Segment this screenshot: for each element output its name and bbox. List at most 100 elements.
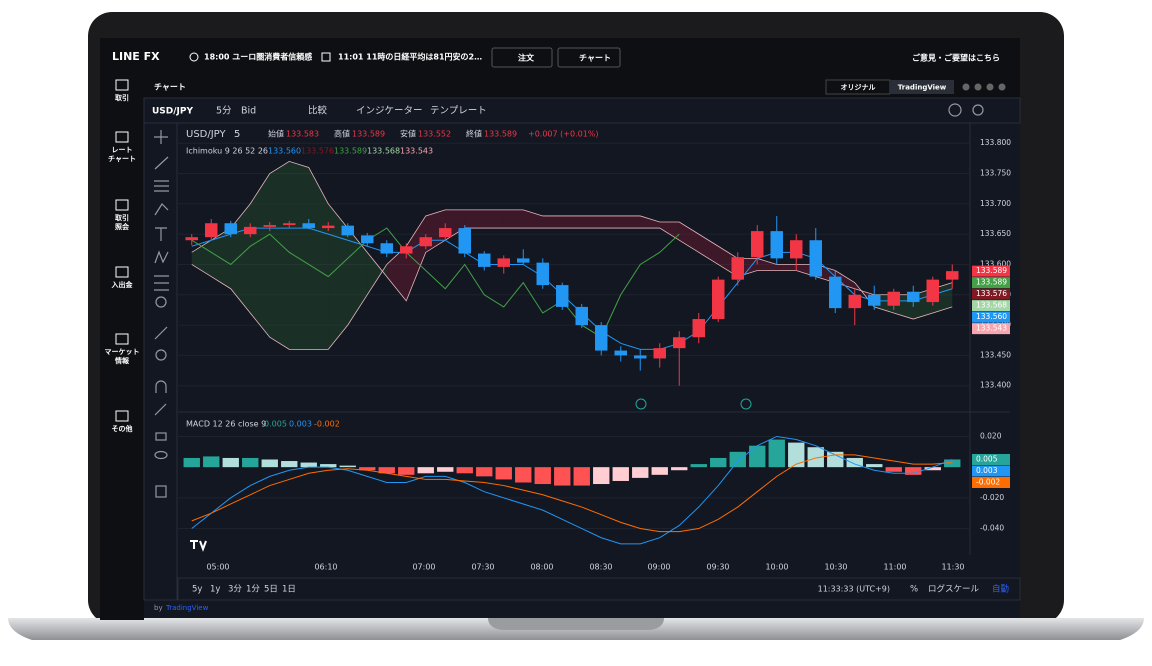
- news[interactable]: 18:00 ユーロ圏消費者信頼感: [204, 52, 312, 62]
- settings-icon[interactable]: [972, 104, 984, 116]
- cloud-segment: [308, 167, 329, 350]
- candle-body: [907, 291, 920, 303]
- symbol: USD/JPY: [186, 129, 226, 140]
- x-tick-label: 11:00: [883, 563, 906, 572]
- sidebar-icon[interactable]: [115, 131, 129, 143]
- range-buttons: 5y 1y 3分 1分 5日 1日: [192, 585, 296, 595]
- magnet-tool[interactable]: [155, 380, 167, 393]
- price-tag: [972, 476, 1010, 488]
- price-tag: [972, 311, 1010, 323]
- candle-body: [497, 258, 510, 267]
- icon-tool[interactable]: [155, 296, 167, 308]
- cloud-segment: [581, 215, 602, 229]
- news[interactable]: 11:01 11時の日経平均は81円安の2…: [338, 52, 482, 62]
- range-button[interactable]: 1日: [282, 585, 296, 595]
- y-tick-label: 133.450: [980, 350, 1011, 359]
- ichimoku-value: 133.560: [268, 147, 301, 156]
- percent-toggle[interactable]: %: [910, 585, 918, 595]
- sidebar-icon[interactable]: [115, 266, 129, 278]
- histogram-bar: [573, 467, 590, 486]
- range-button[interactable]: 1y: [210, 585, 220, 595]
- candle-body: [848, 294, 861, 309]
- cloud-segment: [640, 215, 660, 229]
- ruler-tool[interactable]: [154, 326, 168, 340]
- chart-button[interactable]: [557, 47, 621, 68]
- panel-header: [144, 76, 1020, 98]
- sidebar-label: レート: [112, 146, 133, 154]
- range-button[interactable]: 5y: [192, 585, 202, 595]
- sidebar-icon[interactable]: [115, 410, 129, 422]
- macd-line: [191, 454, 953, 533]
- log-toggle[interactable]: ログスケール: [928, 584, 980, 595]
- sidebar-icon[interactable]: [115, 333, 129, 345]
- range-button[interactable]: 5日: [264, 585, 278, 595]
- ohlc-value: 133.589: [352, 130, 385, 139]
- prediction-tool[interactable]: [154, 275, 169, 291]
- candle-body: [419, 237, 432, 247]
- toolbar-item[interactable]: 比較: [308, 105, 328, 117]
- cloud-segment: [503, 209, 524, 229]
- ohlc-value: 133.589: [484, 130, 517, 139]
- cloud-segment: [328, 203, 348, 350]
- x-tick-label: 06:10: [314, 563, 337, 572]
- y-tick-label: 133.650: [980, 229, 1011, 238]
- sidebar-label: 照会: [115, 222, 130, 231]
- cloud-segment: [698, 234, 719, 265]
- visibility-tool[interactable]: [154, 450, 168, 460]
- sidebar-label: チャート: [108, 155, 136, 163]
- crosshair-tool[interactable]: [154, 130, 168, 144]
- auto-toggle[interactable]: 自動: [992, 584, 1009, 595]
- price-tag-label: 133.543: [976, 324, 1007, 333]
- toolbar-item[interactable]: インジケーター: [356, 106, 423, 117]
- footer-brand[interactable]: TradingView: [165, 604, 209, 612]
- brush-tool[interactable]: [154, 203, 169, 216]
- histogram-bar: [515, 467, 532, 483]
- range-button[interactable]: 3分: [228, 585, 242, 595]
- tab-active[interactable]: [890, 80, 954, 94]
- candle-body: [790, 240, 803, 259]
- cloud-icon[interactable]: [948, 103, 962, 117]
- toolbar-item[interactable]: Bid: [241, 106, 256, 117]
- toolbar-item[interactable]: テンプレート: [430, 106, 487, 117]
- candle-body: [341, 225, 354, 236]
- ohlc-name: 終値: [466, 129, 482, 139]
- candle-body: [751, 231, 764, 258]
- histogram-bar: [495, 467, 512, 480]
- candle-body: [868, 294, 881, 306]
- histogram-bar: [905, 467, 922, 475]
- sidebar-icon[interactable]: [115, 199, 129, 211]
- cloud-segment: [347, 228, 368, 326]
- lock-drawings[interactable]: [154, 403, 167, 416]
- toolbar-item[interactable]: USD/JPY: [152, 107, 193, 117]
- fib-tool[interactable]: [154, 180, 169, 192]
- price-tag-label: -0.002: [976, 477, 1000, 486]
- candle-body: [224, 223, 237, 235]
- order-button[interactable]: [491, 47, 553, 68]
- histogram-bar: [534, 467, 551, 485]
- pattern-tool[interactable]: [154, 250, 169, 264]
- sidebar-icon[interactable]: [115, 79, 129, 91]
- lock-tool[interactable]: [155, 432, 167, 441]
- delete-tool[interactable]: [155, 485, 167, 498]
- candle-body: [926, 279, 939, 303]
- candle-body: [458, 228, 471, 254]
- toolbar-item[interactable]: 5分: [216, 106, 232, 117]
- range-button[interactable]: 1分: [246, 585, 260, 595]
- screen: [100, 38, 1020, 620]
- macd-line: [191, 435, 953, 545]
- histogram-bar: [885, 467, 902, 472]
- text-tool[interactable]: [155, 227, 167, 241]
- ohlc-name: 高値: [334, 129, 350, 139]
- candle-body: [400, 246, 413, 254]
- candle-body: [712, 279, 725, 320]
- feedback-link[interactable]: ご意見・ご要望はこちら: [912, 53, 1000, 63]
- sidebar-label: その他: [112, 424, 133, 433]
- candle-body: [575, 306, 588, 326]
- histogram-bar: [183, 457, 200, 468]
- histogram-bar: [749, 445, 766, 468]
- x-tick-label: 08:00: [530, 563, 553, 572]
- y-tick-label: -0.040: [980, 524, 1004, 533]
- zoom-tool[interactable]: [155, 349, 167, 361]
- ohlc-value: 133.583: [286, 130, 319, 139]
- trend-line-tool[interactable]: [154, 156, 169, 170]
